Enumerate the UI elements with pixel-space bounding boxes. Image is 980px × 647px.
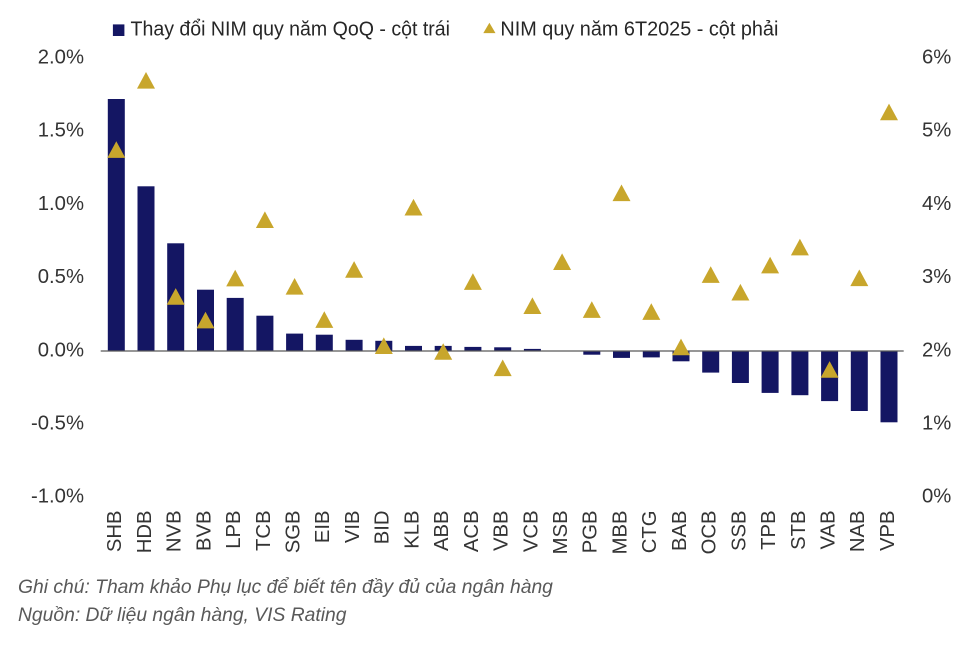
svg-text:TPB: TPB [758,510,780,549]
svg-text:OCB: OCB [699,510,721,554]
svg-text:0.5%: 0.5% [38,266,84,288]
svg-text:2%: 2% [922,339,951,361]
svg-text:-0.5%: -0.5% [31,413,84,435]
svg-text:ABB: ABB [431,510,453,551]
svg-text:1.0%: 1.0% [38,193,84,215]
svg-text:2.0%: 2.0% [38,47,84,69]
svg-text:TCB: TCB [253,510,275,551]
svg-text:VCB: VCB [520,510,542,552]
svg-text:Thay đổi NIM quy năm QoQ - cột: Thay đổi NIM quy năm QoQ - cột trái [131,18,451,41]
svg-text:ACB: ACB [461,510,483,552]
svg-text:LPB: LPB [223,510,245,548]
svg-text:1.5%: 1.5% [38,120,84,142]
svg-text:SHB: SHB [104,510,126,552]
svg-text:5%: 5% [922,120,951,142]
svg-text:EIB: EIB [312,510,334,543]
svg-text:NAB: NAB [847,510,869,552]
svg-text:SGB: SGB [283,510,305,553]
svg-text:1%: 1% [922,413,951,435]
svg-text:CTG: CTG [639,510,661,553]
svg-text:BID: BID [372,510,394,544]
svg-text:6%: 6% [922,47,951,69]
svg-text:MSB: MSB [550,510,572,554]
svg-text:NIM quy năm 6T2025 - cột phải: NIM quy năm 6T2025 - cột phải [500,18,778,41]
svg-text:SSB: SSB [728,510,750,551]
svg-text:-1.0%: -1.0% [31,486,84,508]
svg-text:Ghi chú: Tham khảo Phụ lục để: Ghi chú: Tham khảo Phụ lục để biết tên đ… [18,576,553,598]
svg-text:NVB: NVB [164,510,186,552]
svg-text:0.0%: 0.0% [38,339,84,361]
svg-text:VBB: VBB [491,510,513,551]
svg-text:4%: 4% [922,193,951,215]
svg-text:Nguồn: Dữ liệu ngân hàng, VIS: Nguồn: Dữ liệu ngân hàng, VIS Rating [18,605,347,626]
svg-text:3%: 3% [922,266,951,288]
svg-text:VPB: VPB [877,510,899,551]
svg-text:VIB: VIB [342,510,364,543]
svg-text:STB: STB [788,510,810,549]
svg-text:HDB: HDB [134,510,156,553]
svg-text:PGB: PGB [580,510,602,553]
svg-text:0%: 0% [922,486,951,508]
svg-text:BVB: BVB [193,510,215,551]
svg-text:BAB: BAB [669,510,691,551]
svg-text:KLB: KLB [401,510,423,548]
svg-text:MBB: MBB [609,510,631,554]
svg-text:VAB: VAB [818,510,840,549]
